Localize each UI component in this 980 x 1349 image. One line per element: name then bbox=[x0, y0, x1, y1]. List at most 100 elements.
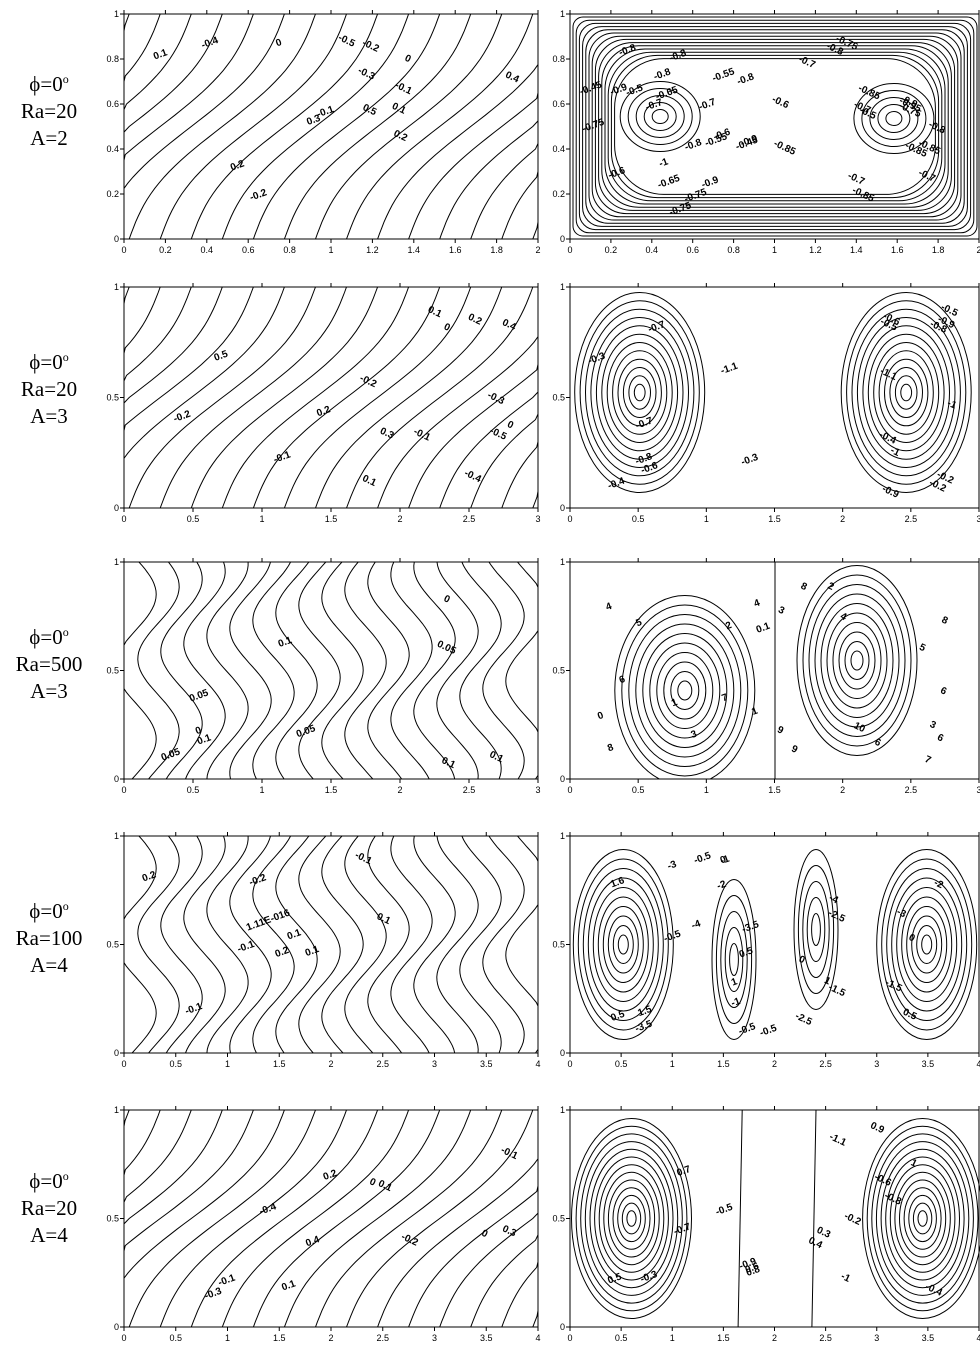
contour-line bbox=[635, 623, 735, 758]
x-tick-label: 2 bbox=[397, 514, 402, 524]
contour-line bbox=[137, 836, 180, 1053]
contour-value-label: 1 bbox=[670, 697, 679, 709]
left-contour-lines bbox=[124, 287, 538, 508]
contour-line bbox=[252, 562, 295, 779]
contour-line bbox=[894, 375, 918, 410]
contour-value-label: 1.6 bbox=[609, 875, 626, 890]
contour-line bbox=[589, 1148, 674, 1289]
x-tick-label: 1.5 bbox=[768, 514, 781, 524]
contour-line bbox=[124, 14, 223, 239]
contour-line bbox=[802, 574, 912, 747]
contour-line bbox=[871, 1133, 974, 1304]
contour-value-label: 0.05 bbox=[435, 639, 458, 657]
contour-value-label: 0.3 bbox=[378, 426, 396, 442]
contour-value-label: -0.3 bbox=[587, 351, 607, 367]
contour-line bbox=[607, 915, 639, 974]
contour-value-label: 0 bbox=[797, 954, 807, 967]
contour-line bbox=[275, 562, 318, 779]
contour-value-label: 0.3 bbox=[305, 113, 322, 128]
x-tick-label: 2 bbox=[772, 1059, 777, 1069]
contour-value-label: -3 bbox=[666, 859, 679, 873]
x-tick-label: 1.5 bbox=[273, 1333, 286, 1343]
contour-line bbox=[124, 1110, 254, 1327]
contour-line bbox=[124, 287, 130, 508]
contour-line bbox=[796, 565, 918, 756]
x-tick-label: 3.5 bbox=[922, 1059, 935, 1069]
contour-line bbox=[159, 287, 347, 508]
contour-line bbox=[793, 849, 839, 1010]
y-tick-label: 0 bbox=[560, 503, 565, 513]
contour-value-label: -0.4 bbox=[463, 468, 484, 485]
contour-value-label: 0.1 bbox=[755, 621, 772, 636]
contour-value-label: 0 bbox=[480, 1228, 490, 1241]
x-tick-label: 0 bbox=[121, 245, 126, 255]
x-tick-label: 0.6 bbox=[686, 245, 699, 255]
contour-line bbox=[229, 836, 272, 1053]
contour-value-label: -1 bbox=[719, 853, 732, 867]
x-tick-label: 2.5 bbox=[463, 785, 476, 795]
contour-line bbox=[221, 287, 410, 508]
x-tick-label: 1.4 bbox=[850, 245, 863, 255]
contour-line bbox=[622, 367, 657, 418]
contour-value-label: 0.2 bbox=[274, 945, 291, 960]
contour-line bbox=[621, 1202, 642, 1235]
contour-line bbox=[298, 836, 341, 1053]
contour-line bbox=[252, 14, 441, 239]
x-tick-label: 2 bbox=[840, 785, 845, 795]
contour-line bbox=[889, 367, 924, 418]
contour-value-label: -0.2 bbox=[399, 1232, 420, 1249]
contour-value-label: 0 bbox=[368, 1176, 378, 1189]
contour-value-label: 0.1 bbox=[361, 473, 379, 489]
y-tick-label: 0.4 bbox=[552, 144, 565, 154]
contour-value-label: -0.7 bbox=[647, 319, 667, 335]
right-contour-plot: 0 0.5 1 1.5 2 2.5 3 3.5 4 0 0.5 1 -2.5 -1.5 0.5 -0.5 1.5… bbox=[552, 831, 980, 1069]
contour-line bbox=[183, 836, 226, 1053]
contour-value-label: -1 bbox=[730, 996, 743, 1010]
aspect-ratio-label: A=4 bbox=[30, 953, 68, 977]
contour-line bbox=[885, 1156, 960, 1281]
contour-line bbox=[505, 836, 538, 1053]
x-tick-label: 2.5 bbox=[463, 514, 476, 524]
contour-value-label: 0.4 bbox=[304, 1234, 321, 1249]
contour-value-label: 1 bbox=[750, 705, 759, 717]
left-contour-lines bbox=[124, 1110, 538, 1327]
x-tick-label: 1.5 bbox=[325, 785, 338, 795]
phi-label: ϕ=0o bbox=[29, 625, 69, 649]
contour-line bbox=[633, 383, 646, 402]
contour-line bbox=[377, 14, 538, 239]
contour-value-label: 0.2 bbox=[392, 128, 410, 144]
y-tick-label: 1 bbox=[114, 9, 119, 19]
contour-line bbox=[715, 895, 753, 1024]
y-tick-label: 0.2 bbox=[106, 189, 119, 199]
x-tick-label: 1.4 bbox=[408, 245, 421, 255]
contour-line bbox=[160, 562, 203, 779]
x-tick-label: 2.5 bbox=[376, 1333, 389, 1343]
contour-value-label: 0.1 bbox=[196, 732, 213, 747]
contour-value-label: 0.1 bbox=[376, 1178, 394, 1194]
contour-line bbox=[283, 287, 472, 508]
contour-line bbox=[614, 595, 756, 779]
contour-line bbox=[850, 650, 864, 671]
contour-value-label: 0.7 bbox=[675, 1164, 692, 1179]
left-contour-lines bbox=[124, 14, 538, 239]
contour-line bbox=[124, 14, 161, 239]
contour-line bbox=[621, 604, 749, 777]
contour-line bbox=[575, 1125, 688, 1312]
contour-line bbox=[159, 1110, 347, 1327]
y-tick-label: 0.6 bbox=[106, 99, 119, 109]
x-tick-label: 0 bbox=[567, 785, 572, 795]
x-tick-label: 1.6 bbox=[891, 245, 904, 255]
contour-line bbox=[183, 562, 226, 779]
left-contour-plot: 0 0.5 1 1.5 2 2.5 300.510.10.050.0500.10.0500.… bbox=[106, 557, 540, 795]
contour-line bbox=[124, 287, 192, 508]
x-tick-label: 1.6 bbox=[449, 245, 462, 255]
contour-line bbox=[580, 1133, 683, 1304]
contour-line bbox=[838, 631, 876, 690]
contour-line bbox=[408, 287, 538, 508]
contour-value-label: -0.5 bbox=[714, 1202, 734, 1218]
contour-line bbox=[124, 1110, 285, 1327]
contour-value-label: 0 bbox=[274, 37, 283, 49]
y-tick-label: 0.8 bbox=[552, 54, 565, 64]
contour-value-label: 9 bbox=[790, 743, 800, 756]
contour-line bbox=[591, 35, 959, 218]
